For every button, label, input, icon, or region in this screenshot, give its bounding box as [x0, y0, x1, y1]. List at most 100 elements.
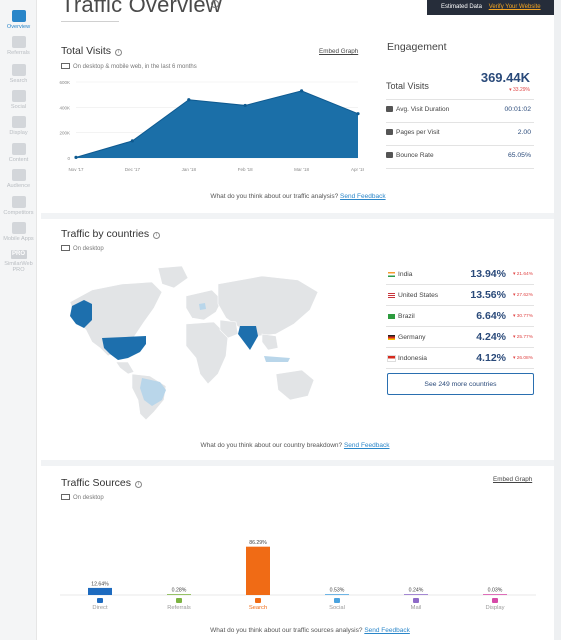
- engagement-label: Bounce Rate: [386, 152, 434, 159]
- country-name: Indonesia: [398, 355, 428, 362]
- map-brazil: [140, 378, 166, 406]
- country-share: 13.56%: [470, 289, 506, 301]
- bar-direct[interactable]: [88, 587, 112, 595]
- country-change-value: 30.77%: [516, 314, 533, 319]
- country-row[interactable]: Germany 4.24% ▾ 25.77%: [386, 327, 534, 348]
- send-feedback-link[interactable]: Send Feedback: [340, 193, 386, 200]
- sidebar-item-referrals[interactable]: Referrals: [0, 36, 37, 56]
- country-row[interactable]: Indonesia 4.12% ▾ 26.08%: [386, 348, 534, 369]
- sidebar-item-competitors[interactable]: Competitors: [0, 196, 37, 216]
- send-feedback-link[interactable]: Send Feedback: [343, 442, 390, 449]
- engagement-row-duration: Avg. Visit Duration 00:01:02: [386, 100, 534, 123]
- indonesia-flag-icon: [387, 355, 396, 362]
- desktop-icon: [61, 245, 70, 251]
- map-central-america: [115, 361, 135, 375]
- sidebar-item-search[interactable]: Search: [0, 64, 37, 84]
- source-label-search[interactable]: Search: [248, 605, 268, 611]
- document-icon: [11, 143, 26, 155]
- info-icon[interactable]: i: [211, 0, 219, 8]
- source-label-display[interactable]: Display: [485, 605, 505, 611]
- countries-note-text: On desktop: [73, 246, 104, 252]
- sidebar-item-display[interactable]: Display: [0, 116, 37, 136]
- duration-value: 00:01:02: [504, 106, 531, 113]
- country-row[interactable]: India 13.94% ▾ 21.64%: [386, 264, 534, 285]
- germany-flag-icon: [388, 335, 395, 340]
- country-row[interactable]: United States 13.56% ▾ 27.62%: [386, 285, 534, 306]
- info-icon[interactable]: i: [115, 49, 122, 56]
- source-label-social[interactable]: Social: [329, 605, 345, 611]
- engagement-title: Engagement: [387, 41, 447, 53]
- total-visits-chart: 600K 400K 200K 0 Nov '17 Dec '17 Jan '18 Feb '1…: [59, 80, 364, 172]
- country-share: 4.12%: [476, 352, 506, 364]
- engagement-row-bounce: Bounce Rate 65.05%: [386, 146, 534, 169]
- estimated-data-label: Estimated Data: [441, 4, 483, 10]
- sidebar-item-mobile-apps[interactable]: Mobile Apps: [0, 222, 37, 242]
- clock-icon: [386, 106, 393, 112]
- country-row[interactable]: Brazil 6.64% ▾ 30.77%: [386, 306, 534, 327]
- map-indonesia: [264, 356, 290, 362]
- countries-title-text: Traffic by countries: [61, 228, 150, 240]
- title-underline: [61, 21, 119, 22]
- embed-graph-link[interactable]: Embed Graph: [493, 476, 533, 483]
- send-feedback-link[interactable]: Send Feedback: [364, 627, 410, 634]
- sidebar-item-pro[interactable]: PRO SimilarWeb PRO: [4, 250, 33, 273]
- sources-note: On desktop: [61, 494, 104, 501]
- country-share: 13.94%: [470, 268, 506, 280]
- bar-search[interactable]: [246, 546, 270, 595]
- desktop-mobile-icon: [61, 63, 70, 69]
- visits-point[interactable]: [243, 103, 247, 108]
- visits-point[interactable]: [187, 98, 191, 102]
- map-se-asia: [261, 333, 279, 351]
- sidebar-item-content[interactable]: Content: [0, 143, 37, 163]
- sidebar: Overview Referrals Search Social Display…: [0, 0, 37, 640]
- x-tick-label: Nov '17: [68, 167, 84, 172]
- map-india: [238, 326, 258, 350]
- bar-display[interactable]: [483, 594, 507, 595]
- map-australia: [275, 369, 315, 401]
- see-more-countries-button[interactable]: See 249 more countries: [387, 373, 534, 395]
- india-flag-icon: [388, 272, 395, 277]
- duration-label: Avg. Visit Duration: [396, 106, 450, 113]
- country-change-value: 25.77%: [516, 335, 533, 340]
- country-share: 4.24%: [476, 331, 506, 343]
- visits-point[interactable]: [74, 155, 78, 159]
- country-name: Brazil: [398, 313, 415, 320]
- country-change-value: 26.08%: [516, 356, 533, 361]
- section-divider: [41, 460, 554, 466]
- country-name: Germany: [398, 334, 426, 341]
- source-label-direct[interactable]: Direct: [92, 605, 108, 611]
- visits-point[interactable]: [130, 139, 134, 143]
- x-tick-label: Mar '18: [294, 167, 309, 172]
- source-label-referrals[interactable]: Referrals: [167, 605, 191, 611]
- country-change-value: 21.64%: [516, 272, 533, 277]
- country-feedback: What do you think about our country brea…: [150, 442, 440, 449]
- total-visits-value: 369.44K: [480, 70, 530, 85]
- visits-point[interactable]: [356, 112, 360, 116]
- traffic-feedback-text: What do you think about our traffic anal…: [210, 193, 339, 200]
- y-tick-label: 400K: [59, 105, 70, 110]
- display-icon: [11, 116, 26, 128]
- source-label-mail[interactable]: Mail: [410, 605, 422, 611]
- page-title: Traffic Overview: [61, 0, 222, 17]
- total-visits-note-text: On desktop & mobile web, in the last 6 m…: [73, 64, 197, 70]
- sidebar-item-audience[interactable]: Audience: [0, 169, 37, 189]
- info-icon[interactable]: i: [153, 232, 161, 239]
- countries-note: On desktop: [61, 245, 104, 252]
- bar-social[interactable]: [325, 594, 349, 595]
- verify-website-link[interactable]: Verify Your Website: [488, 4, 541, 10]
- pages-value: 2.00: [517, 129, 531, 136]
- sidebar-item-overview[interactable]: Overview: [0, 10, 37, 30]
- us-flag-icon: [388, 293, 395, 298]
- engagement-label: Avg. Visit Duration: [386, 106, 449, 113]
- bar-referrals[interactable]: [167, 594, 191, 595]
- info-icon[interactable]: i: [135, 481, 143, 488]
- bar-mail[interactable]: [404, 594, 428, 595]
- engagement-label: Pages per Visit: [386, 129, 440, 136]
- pages-label: Pages per Visit: [396, 129, 440, 136]
- sidebar-item-social[interactable]: Social: [0, 90, 37, 110]
- bar-value-label: 0.53%: [330, 588, 345, 594]
- engagement-row-pages: Pages per Visit 2.00: [386, 123, 534, 146]
- traffic-sources-chart: 12.64% 0.28% 86.29% 0.53% 0.24% 0.03%: [60, 540, 536, 596]
- embed-graph-link[interactable]: Embed Graph: [319, 48, 359, 55]
- visits-point[interactable]: [300, 89, 304, 93]
